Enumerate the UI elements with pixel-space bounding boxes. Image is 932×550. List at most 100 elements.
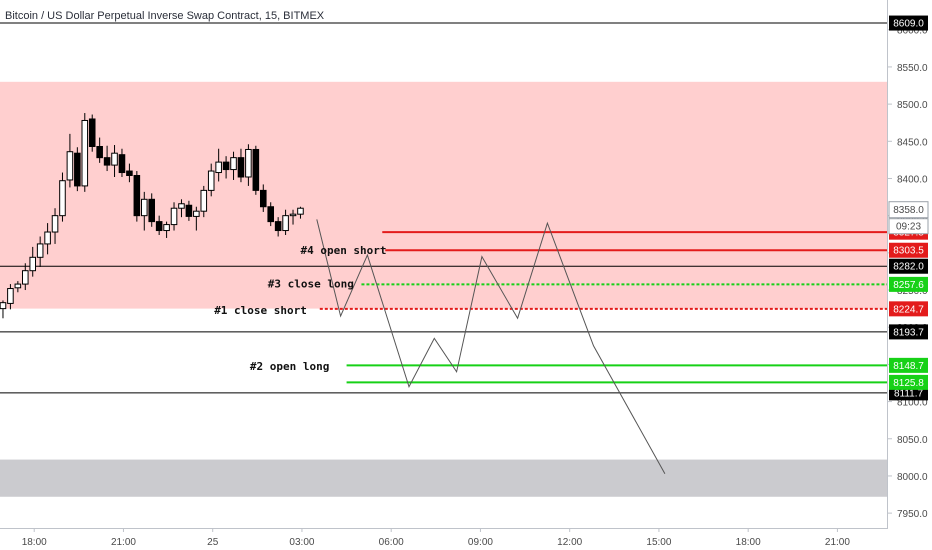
candle-body bbox=[230, 157, 237, 171]
price-label-5-text: 8303.5 bbox=[893, 246, 924, 257]
candle-body bbox=[36, 243, 44, 258]
candle-2 bbox=[14, 281, 22, 293]
candle-body bbox=[259, 189, 267, 208]
candle-body bbox=[267, 206, 275, 223]
y-tick-label-10: 8450.0 bbox=[897, 137, 928, 148]
candle-body bbox=[274, 221, 282, 232]
candle-30 bbox=[222, 156, 230, 179]
candle-40 bbox=[297, 206, 304, 219]
candle-body bbox=[140, 198, 148, 217]
price-label-9-bg bbox=[889, 374, 928, 390]
candle-body bbox=[81, 119, 89, 187]
candle-body bbox=[88, 118, 96, 148]
x-tick-label-8: 18:00 bbox=[736, 537, 761, 548]
price-label-6: 8257.6 bbox=[889, 276, 928, 292]
candle-body bbox=[44, 231, 51, 245]
candle-34 bbox=[252, 145, 260, 195]
candle-26 bbox=[193, 206, 200, 231]
zone-0 bbox=[0, 81, 888, 309]
candle-31 bbox=[230, 151, 237, 180]
price-label-2: 8193.7 bbox=[889, 324, 928, 340]
x-tick-label-4: 06:00 bbox=[379, 537, 404, 548]
candle-37 bbox=[274, 217, 282, 237]
candle-38 bbox=[282, 209, 289, 235]
candle-22 bbox=[163, 221, 170, 238]
candle-body bbox=[7, 288, 14, 304]
candle-17 bbox=[126, 163, 133, 183]
candle-body bbox=[222, 161, 230, 171]
price-label-1: 8282.0 bbox=[889, 258, 928, 274]
projection-path bbox=[316, 219, 666, 474]
candle-body bbox=[51, 215, 59, 233]
candle-body bbox=[178, 203, 185, 209]
candle-7 bbox=[51, 208, 59, 244]
price-label-0: 8609.0 bbox=[889, 15, 928, 31]
candle-25 bbox=[185, 200, 193, 221]
price-label-9: 8125.8 bbox=[889, 374, 928, 390]
price-label-9-text: 8125.8 bbox=[893, 378, 924, 389]
candle-24 bbox=[178, 199, 185, 218]
candle-body bbox=[0, 302, 7, 310]
candle-5 bbox=[36, 236, 44, 267]
candle-10 bbox=[74, 147, 81, 192]
x-tick-label-0: 18:00 bbox=[22, 537, 47, 548]
price-label-7: 8224.7 bbox=[889, 301, 928, 317]
candle-28 bbox=[207, 163, 215, 197]
candle-18 bbox=[133, 171, 141, 222]
candle-body bbox=[282, 215, 289, 232]
candle-body bbox=[66, 151, 74, 181]
candlesticks bbox=[0, 113, 304, 319]
zone-1 bbox=[0, 459, 888, 497]
candle-29 bbox=[215, 148, 222, 182]
candle-body bbox=[111, 152, 118, 166]
candle-body bbox=[237, 157, 245, 178]
candle-body bbox=[148, 198, 156, 223]
candle-body bbox=[289, 213, 297, 217]
candle-35 bbox=[259, 184, 267, 212]
candle-body bbox=[207, 170, 215, 191]
y-tick-label-0: 7950.0 bbox=[897, 509, 928, 520]
candle-33 bbox=[245, 144, 252, 186]
candle-11 bbox=[81, 113, 89, 192]
candle-body bbox=[193, 210, 200, 217]
candle-36 bbox=[267, 202, 275, 227]
time-axis[interactable]: 18:00 21:00 25 03:00 06:00 09:00 12:00 15:00 18:… bbox=[22, 528, 851, 548]
current-price-bg bbox=[888, 201, 929, 219]
y-tick-label-13: 8600.0 bbox=[897, 26, 928, 37]
annotation-3: #2 open long bbox=[250, 360, 329, 373]
candle-body bbox=[96, 146, 103, 159]
countdown-bg bbox=[888, 218, 929, 235]
candle-8 bbox=[59, 172, 66, 222]
x-tick-label-5: 09:00 bbox=[468, 537, 493, 548]
candle-body bbox=[14, 283, 22, 289]
price-label-1-text: 8282.0 bbox=[893, 262, 924, 273]
price-label-2-bg bbox=[889, 324, 928, 340]
candle-19 bbox=[140, 191, 148, 231]
price-label-7-text: 8224.7 bbox=[893, 304, 924, 315]
candle-1 bbox=[7, 284, 14, 310]
current-price-label: 8358.0 09:23 bbox=[888, 201, 929, 235]
candle-21 bbox=[155, 215, 163, 235]
price-zones bbox=[0, 81, 888, 497]
chart-title: Bitcoin / US Dollar Perpetual Inverse Sw… bbox=[5, 10, 325, 22]
candle-27 bbox=[200, 185, 208, 218]
candle-body bbox=[155, 221, 163, 232]
price-label-7-bg bbox=[889, 301, 928, 317]
candle-32 bbox=[237, 148, 245, 183]
candle-23 bbox=[170, 202, 178, 231]
candle-body bbox=[170, 207, 178, 226]
candle-body bbox=[59, 180, 66, 217]
price-label-6-bg bbox=[889, 276, 928, 292]
price-label-0-text: 8609.0 bbox=[893, 19, 924, 30]
x-tick-label-1: 21:00 bbox=[111, 537, 136, 548]
candle-body bbox=[103, 157, 111, 166]
price-label-8-text: 8148.7 bbox=[893, 361, 924, 372]
price-label-2-text: 8193.7 bbox=[893, 327, 924, 338]
x-tick-label-6: 12:00 bbox=[557, 537, 582, 548]
y-tick-label-1: 8000.0 bbox=[897, 472, 928, 483]
candle-3 bbox=[21, 263, 29, 291]
candle-body bbox=[74, 152, 81, 187]
price-label-5: 8303.5 bbox=[889, 242, 928, 258]
candle-body bbox=[133, 175, 141, 217]
